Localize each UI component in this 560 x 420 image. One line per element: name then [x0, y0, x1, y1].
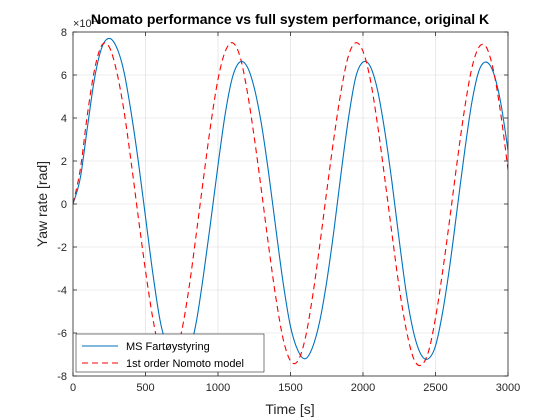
x-tick-label: 500: [136, 382, 154, 394]
x-axis-label: Time [s]: [265, 401, 314, 417]
x-tick-label: 1500: [278, 382, 302, 394]
x-tick-label: 2500: [423, 382, 447, 394]
y-tick-label: -8: [57, 371, 67, 383]
y-tick-label: -2: [57, 242, 67, 254]
x-tick-label: 0: [70, 382, 76, 394]
x-tick-label: 3000: [496, 382, 520, 394]
y-tick-label: 6: [61, 70, 67, 82]
legend: MS Fartøystyring 1st order Nomoto model: [75, 333, 265, 373]
series-line-0: [73, 37, 508, 370]
y-axis-label: Yaw rate [rad]: [34, 161, 50, 247]
series-layer: [73, 37, 508, 370]
legend-label-nomoto-model: 1st order Nomoto model: [126, 358, 244, 370]
y-tick-label: 2: [61, 156, 67, 168]
tick-labels: 0 500 1000 1500 2000 2500 3000 -8 -6 -4 -2 0 2 4 6 8: [57, 27, 520, 394]
x-tick-label: 2000: [351, 382, 375, 394]
y-tick-label: 4: [61, 113, 67, 125]
legend-label-ms-fartoystyring: MS Fartøystyring: [126, 341, 210, 353]
y-tick-label: 8: [61, 27, 67, 39]
y-exponent-label: ×10⁻³: [73, 18, 101, 30]
x-tick-label: 1000: [206, 382, 230, 394]
legend-box: [75, 333, 265, 373]
ticks: [72, 31, 509, 377]
chart-title: Nomato performance vs full system perfor…: [91, 11, 489, 27]
y-tick-label: 0: [61, 199, 67, 211]
y-tick-label: -4: [57, 285, 67, 297]
y-tick-label: -6: [57, 328, 67, 340]
